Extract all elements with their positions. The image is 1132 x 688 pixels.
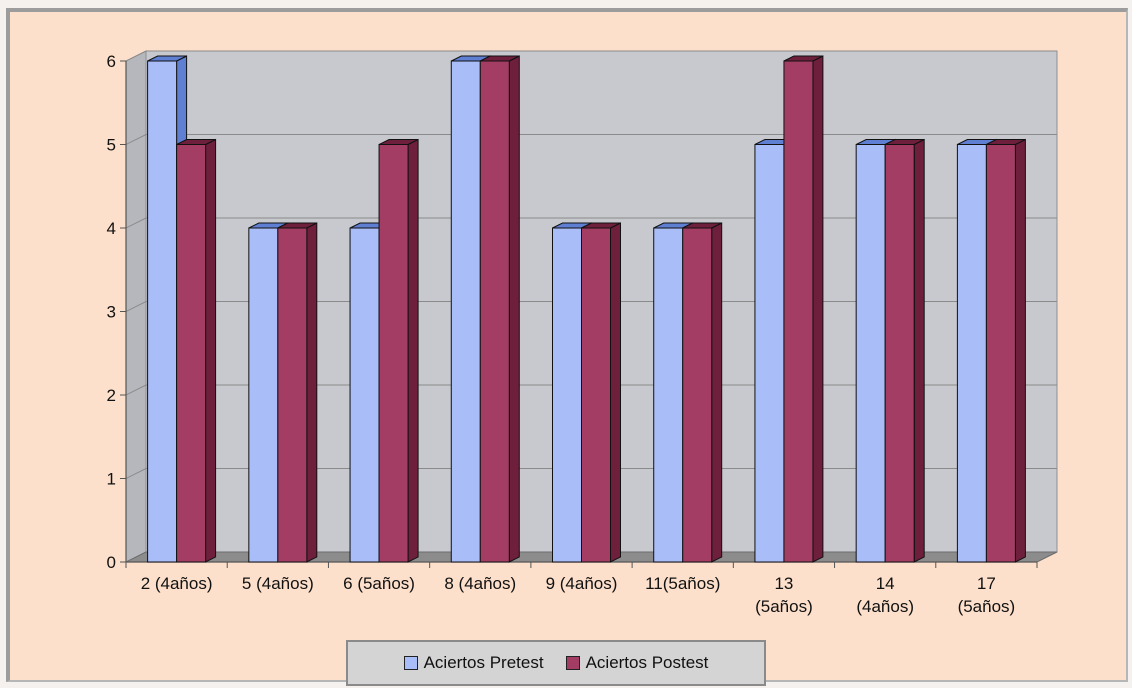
x-tick-label: 14 (4años) — [856, 574, 914, 616]
gridline — [125, 217, 1057, 229]
y-tick-label: 0 — [107, 553, 116, 572]
bar-side-postest — [205, 138, 217, 563]
bar-front-postest — [783, 60, 814, 563]
x-tick-label: 2 (4años) — [141, 574, 213, 593]
bar-front-pretest — [956, 144, 987, 563]
x-tick-label-line: 14 — [876, 574, 895, 593]
bar-front-pretest — [450, 60, 481, 563]
x-tick-label-line: (5años) — [755, 597, 813, 616]
bar-front-pretest — [855, 144, 886, 563]
x-tick-label-line: (4años) — [856, 597, 914, 616]
x-tick-label-line: 11(5años) — [645, 574, 720, 593]
bar-front-postest — [378, 144, 409, 563]
bar-side-postest — [508, 55, 520, 563]
bar-side-postest — [711, 222, 723, 563]
bar-postest — [277, 222, 318, 563]
bar-postest — [985, 138, 1026, 563]
bar-front-postest — [682, 227, 713, 563]
bar-postest — [884, 138, 925, 563]
x-tick-label-line: 13 — [774, 574, 793, 593]
bar-front-postest — [884, 144, 915, 563]
gridline — [125, 134, 1057, 145]
bar-side-postest — [1014, 138, 1026, 563]
bar-postest — [479, 55, 520, 563]
bar-postest — [581, 222, 621, 563]
x-tick-labels: 2 (4años) 5 (4años) 6 (5años) 8 (4años) 9 (4… — [141, 574, 1016, 616]
legend-entry-pretest: Aciertos Pretest — [403, 653, 544, 673]
y-tick-label: 5 — [107, 136, 116, 155]
x-tick-label: 11(5años) — [645, 574, 720, 593]
legend-label-postest: Aciertos Postest — [585, 653, 709, 672]
x-tick-label: 5 (4años) — [242, 574, 314, 593]
gridline — [125, 384, 1057, 396]
bar-front-pretest — [349, 227, 380, 563]
x-tick-label: 8 (4años) — [444, 574, 516, 593]
y-tick-label: 1 — [107, 470, 116, 489]
legend-swatch-postest — [565, 656, 580, 670]
y-tick-label: 3 — [107, 303, 116, 322]
bar-front-postest — [277, 227, 308, 563]
gridline — [125, 468, 1057, 479]
x-tick-label: 17 (5años) — [958, 574, 1016, 616]
bar-front-postest — [985, 144, 1016, 563]
legend: Aciertos Pretest Aciertos Postest — [346, 640, 766, 686]
y-tick-labels: 0 1 2 3 4 5 6 — [107, 52, 116, 572]
legend-label-pretest: Aciertos Pretest — [423, 653, 544, 672]
bar-front-pretest — [248, 227, 279, 563]
bar-postest — [176, 138, 217, 563]
x-tick-label: 6 (5años) — [343, 574, 415, 593]
legend-entry-postest: Aciertos Postest — [565, 653, 709, 673]
y-tick-label: 6 — [107, 52, 116, 71]
bar-postest — [378, 138, 419, 563]
x-tick-label-line: 2 (4años) — [141, 574, 213, 593]
bar-front-pretest — [552, 227, 582, 563]
x-tick-label-line: 5 (4años) — [242, 574, 314, 593]
bar-front-pretest — [754, 144, 785, 563]
gridline — [125, 50, 1057, 62]
x-tick-label-line: 8 (4años) — [444, 574, 516, 593]
bar-side-postest — [913, 138, 925, 563]
bars — [147, 55, 1026, 563]
bar-front-postest — [581, 227, 611, 563]
x-tick-label-line: (5años) — [958, 597, 1016, 616]
x-tick-label: 9 (4años) — [546, 574, 618, 593]
bar-front-postest — [176, 144, 207, 563]
legend-swatch-pretest — [403, 656, 418, 670]
bar-postest — [682, 222, 723, 563]
x-tick-label: 13 (5años) — [755, 574, 813, 616]
y-tick-label: 2 — [107, 386, 116, 405]
y-tick-label: 4 — [107, 219, 116, 238]
bar-front-pretest — [147, 60, 178, 563]
bar-front-postest — [479, 60, 510, 563]
x-tick-label-line: 9 (4años) — [546, 574, 618, 593]
bar-side-postest — [407, 138, 419, 563]
bar-chart: 0 1 2 3 4 5 6 2 (4años) 5 (4años) 6 (5años) 8 (4a… — [107, 50, 1058, 616]
bar-side-postest — [610, 222, 621, 563]
bar-side-postest — [306, 222, 318, 563]
bar-side-postest — [812, 55, 824, 563]
chart-area: 0 1 2 3 4 5 6 2 (4años) 5 (4años) 6 (5años) 8 (4a… — [6, 8, 1128, 686]
bar-front-pretest — [653, 227, 684, 563]
gridlines — [125, 50, 1057, 479]
x-tick-label-line: 6 (5años) — [343, 574, 415, 593]
x-tick-label-line: 17 — [977, 574, 996, 593]
bar-postest — [783, 55, 824, 563]
gridline — [125, 301, 1057, 312]
